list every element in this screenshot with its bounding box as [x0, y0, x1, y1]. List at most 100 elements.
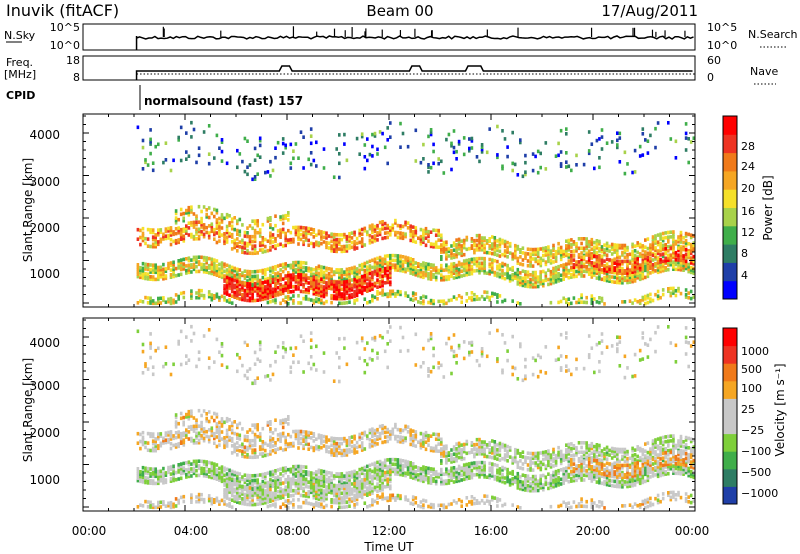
velocity-cell [292, 469, 295, 474]
velocity-cell [195, 436, 198, 440]
power-cell [317, 231, 321, 236]
power-cell [409, 259, 412, 264]
power-cell [330, 294, 333, 298]
power-cell [139, 299, 142, 303]
power-cell [322, 270, 326, 275]
power-cell [205, 265, 208, 270]
power-cell [297, 265, 300, 269]
power-cell [246, 248, 249, 253]
velocity-cell [174, 435, 178, 440]
power-cell [299, 225, 303, 230]
power-cell [455, 157, 458, 161]
power-cell [320, 277, 323, 281]
power-cell [649, 271, 652, 275]
power-cell [136, 237, 140, 241]
velocity-cell [146, 448, 150, 452]
power-cell [373, 257, 377, 262]
power-cell [542, 249, 545, 253]
power-cell [213, 232, 216, 237]
power-cell [164, 274, 168, 278]
power-cell [386, 261, 389, 265]
power-cell [332, 237, 336, 242]
power-cell [261, 283, 265, 287]
power-cell [225, 278, 229, 282]
power-cell [386, 126, 389, 130]
power-cell [488, 269, 491, 274]
velocity-cell [524, 488, 527, 492]
power-cell [312, 280, 316, 284]
velocity-cell [376, 465, 379, 469]
velocity-cell [450, 468, 453, 473]
velocity-cell [623, 482, 627, 487]
power-cell [636, 257, 639, 261]
power-cell [674, 139, 678, 144]
power-cell [386, 280, 389, 285]
velocity-cell [621, 480, 624, 484]
power-cell [218, 239, 221, 243]
power-cell [516, 247, 520, 251]
power-cell [473, 241, 476, 245]
power-cell [233, 293, 236, 297]
velocity-cell [256, 487, 259, 492]
velocity-cell [552, 477, 555, 482]
velocity-cell [491, 471, 494, 476]
power-cell [422, 270, 425, 275]
power-cell [343, 284, 346, 289]
power-cell [141, 231, 145, 236]
velocity-cell [241, 444, 244, 449]
power-cell [631, 270, 634, 274]
power-cell [381, 236, 384, 241]
power-cell [455, 247, 458, 252]
power-cell [269, 223, 272, 227]
power-cell [513, 271, 517, 276]
power-cell [233, 241, 236, 245]
power-cell [638, 275, 642, 279]
power-cell [391, 228, 395, 232]
power-cell [162, 269, 165, 274]
power-cell [429, 277, 433, 281]
power-cell [297, 260, 300, 265]
power-cell [269, 278, 272, 282]
power-cell [378, 262, 382, 267]
power-cell [679, 240, 683, 244]
power-cell [514, 248, 517, 253]
power-cell [598, 265, 601, 269]
power-cell [470, 269, 474, 273]
velocity-cell [452, 473, 456, 477]
power-cell [274, 155, 277, 160]
power-cell [312, 242, 316, 246]
power-cell [307, 229, 310, 233]
velocity-cell [661, 468, 665, 472]
power-cell [233, 273, 236, 278]
power-cell [345, 269, 349, 274]
power-cell [667, 253, 670, 258]
power-cell [442, 301, 446, 306]
velocity-cell [544, 480, 548, 484]
velocity-cell [157, 437, 160, 441]
power-cell [366, 282, 369, 286]
power-cell [593, 273, 596, 277]
velocity-cell [146, 441, 150, 445]
power-cell [411, 260, 415, 264]
velocity-cell [547, 486, 550, 491]
power-cell [274, 289, 277, 293]
velocity-cell [220, 465, 224, 469]
velocity-cell [493, 477, 497, 481]
power-cell [422, 263, 425, 268]
power-cell [335, 147, 338, 151]
power-cell [641, 246, 645, 250]
power-cell [396, 266, 400, 270]
power-cell [427, 267, 430, 271]
power-cell [656, 242, 660, 247]
power-cell [582, 262, 586, 266]
power-cell [679, 253, 683, 258]
power-cell [368, 264, 372, 268]
power-cell [684, 288, 688, 292]
power-cell [332, 239, 336, 244]
power-cell [338, 294, 341, 299]
power-cell [279, 278, 282, 282]
power-cell [253, 158, 257, 162]
power-cell [154, 240, 157, 244]
velocity-cell [207, 460, 211, 465]
velocity-cell [621, 482, 624, 487]
